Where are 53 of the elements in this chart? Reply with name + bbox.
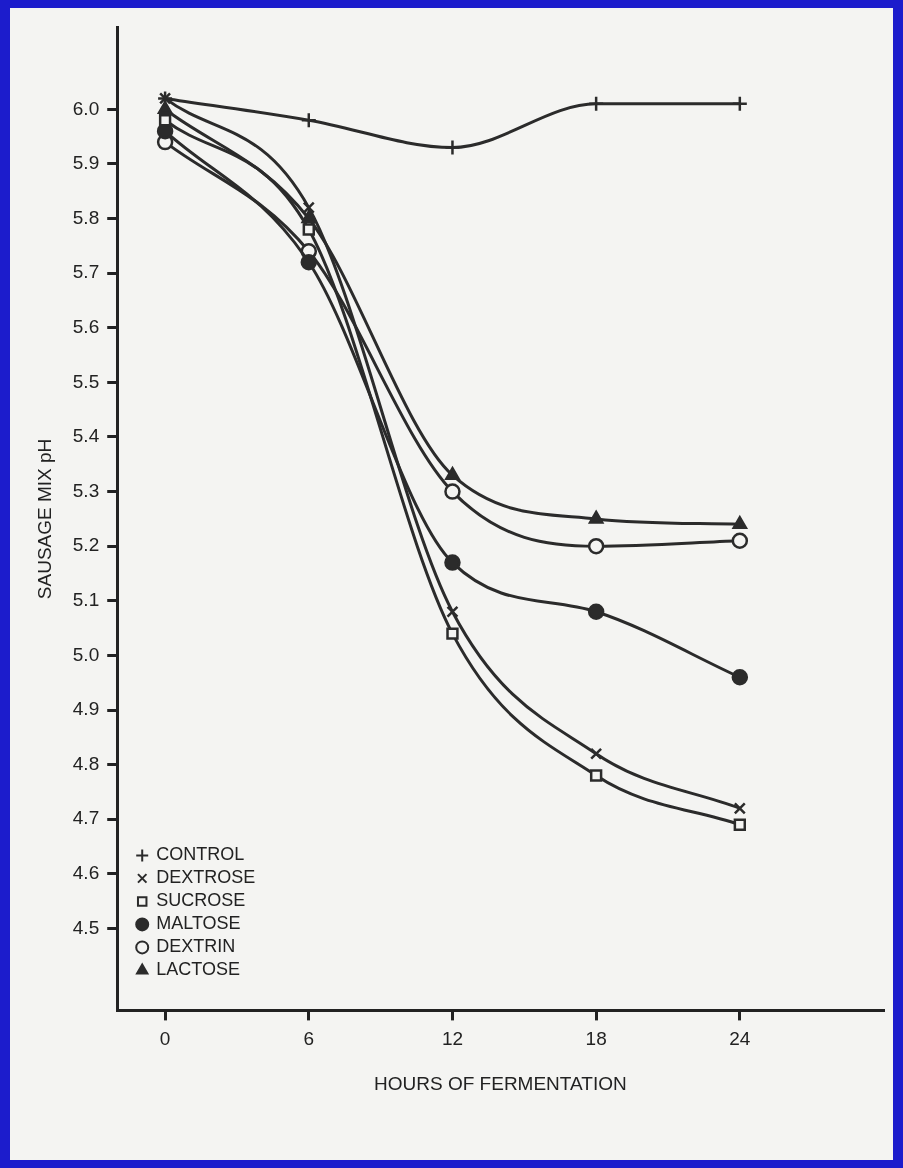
y-tick-label: 4.9 (72, 698, 100, 720)
point (733, 818, 747, 831)
point (589, 747, 603, 760)
x-tick-label: 24 (729, 1028, 751, 1050)
x-axis-title: HOURS OF FERMENTATION (374, 1072, 627, 1094)
y-tick-label: 5.1 (72, 589, 100, 611)
y-tick-label: 4.8 (72, 752, 100, 774)
point (300, 253, 318, 271)
x-tick-label: 0 (159, 1028, 171, 1050)
y-tick-label: 5.3 (72, 479, 100, 501)
point (587, 603, 605, 620)
legend-label: DEXTRIN (156, 936, 236, 957)
point (445, 466, 460, 480)
point (302, 223, 315, 236)
point (732, 516, 748, 530)
legend-label: DEXTROSE (156, 867, 256, 888)
y-tick-label: 4.7 (72, 807, 100, 829)
point (157, 101, 173, 115)
point (300, 111, 318, 129)
point (587, 95, 605, 113)
point (587, 537, 605, 555)
point (444, 483, 461, 500)
y-tick-label: 6.0 (72, 97, 100, 119)
point (302, 201, 315, 214)
point (444, 139, 461, 156)
y-tick-label: 5.5 (72, 370, 100, 392)
y-axis-title: SAUSAGE MIX pH (33, 438, 55, 600)
legend-label: MALTOSE (156, 913, 241, 934)
y-tick-label: 5.2 (72, 534, 100, 556)
x-tick-label: 18 (585, 1028, 607, 1050)
legend-label: CONTROL (156, 844, 245, 865)
point (446, 627, 459, 640)
y-tick-label: 5.0 (72, 643, 100, 665)
point (733, 802, 747, 815)
point (731, 95, 749, 113)
legend-label: LACTOSE (156, 959, 240, 980)
y-tick-label: 5.8 (72, 206, 100, 228)
y-tick-label: 5.6 (72, 316, 100, 337)
point (158, 114, 172, 127)
point (731, 669, 749, 686)
y-tick-label: 5.7 (72, 261, 100, 283)
y-tick-label: 4.6 (72, 862, 100, 884)
y-tick-label: 5.9 (72, 152, 100, 174)
legend-label: SUCROSE (156, 890, 246, 911)
x-tick-label: 6 (303, 1028, 315, 1050)
point (589, 769, 603, 782)
y-tick-label: 5.4 (72, 425, 100, 447)
x-tick-label: 12 (441, 1028, 464, 1050)
point (444, 554, 461, 571)
point (588, 510, 604, 524)
y-tick-label: 4.5 (72, 916, 100, 938)
point (446, 605, 459, 618)
point (731, 532, 749, 549)
